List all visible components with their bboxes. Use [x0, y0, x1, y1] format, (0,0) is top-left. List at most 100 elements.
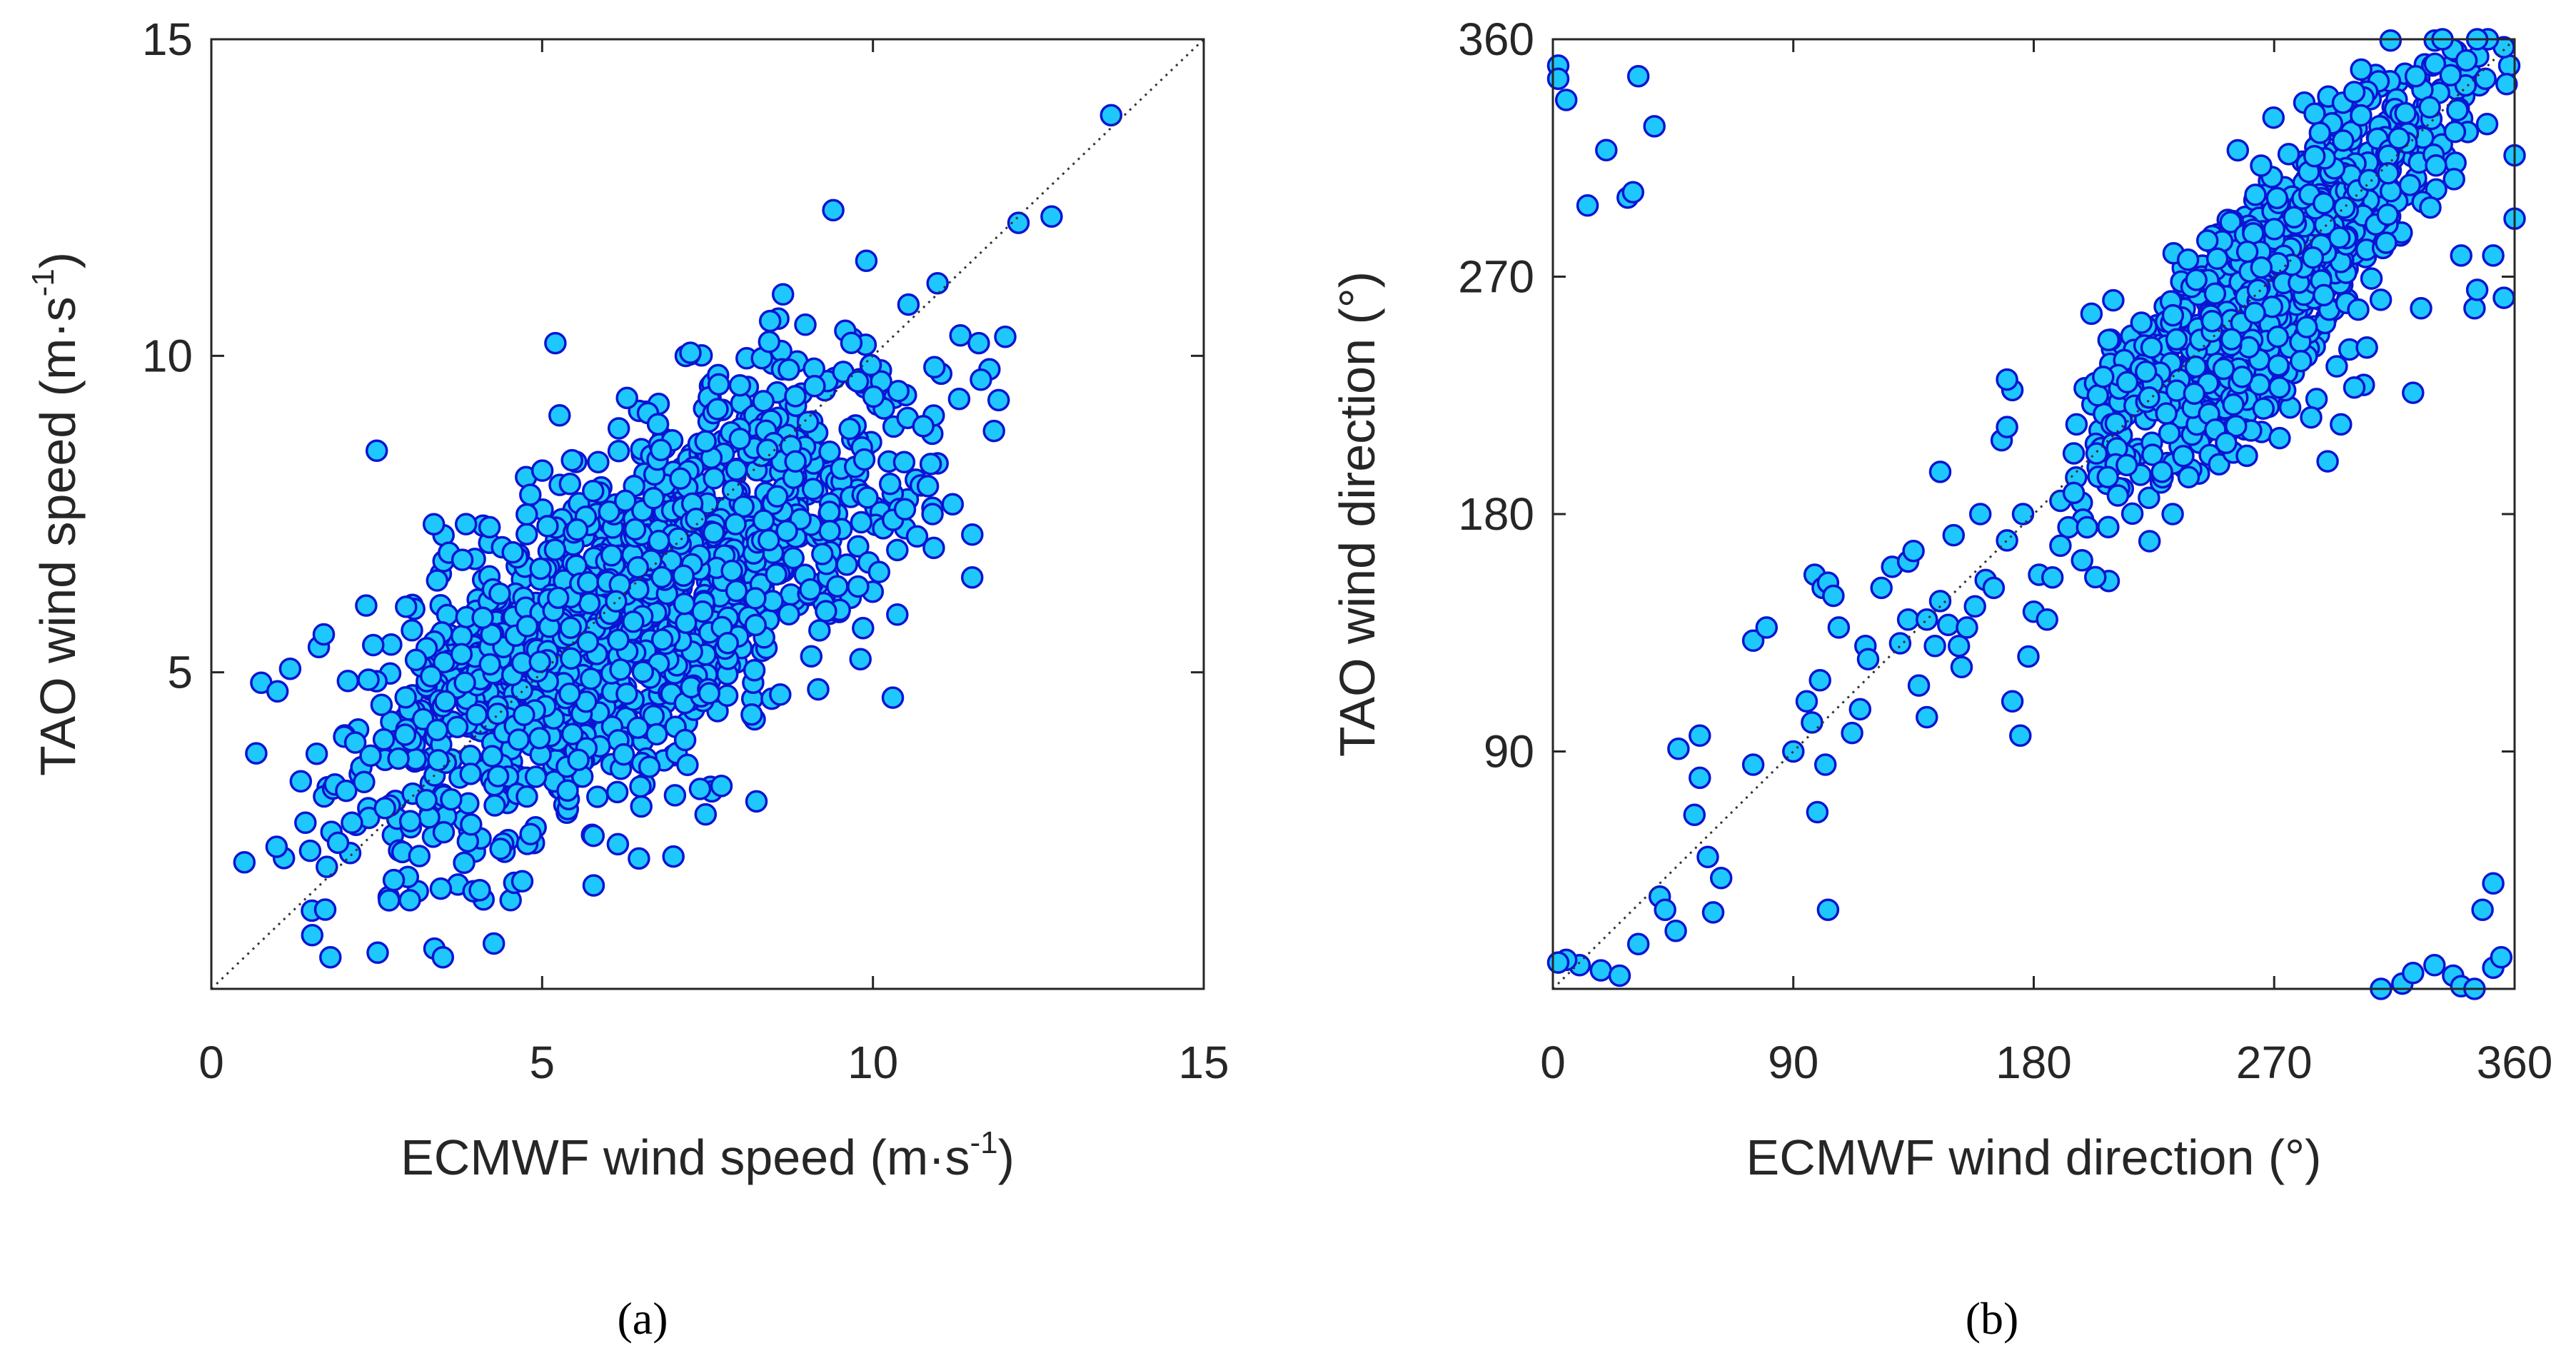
data-point	[631, 660, 655, 683]
data-point	[2268, 376, 2291, 399]
data-point	[558, 682, 581, 705]
data-point	[2222, 393, 2245, 416]
data-point	[715, 684, 739, 707]
data-point	[454, 513, 478, 535]
data-point	[1664, 919, 1687, 942]
data-point	[2369, 288, 2393, 311]
data-point	[2265, 186, 2289, 210]
data-point	[507, 728, 530, 751]
data-point	[510, 870, 534, 893]
panel-a-reference-line	[210, 38, 1205, 990]
data-point	[2375, 231, 2398, 254]
x-tick-label: 15	[1178, 1037, 1229, 1088]
data-point	[2242, 222, 2265, 245]
panel-a-label: (a)	[617, 1293, 668, 1344]
data-point	[778, 603, 800, 625]
data-point	[1937, 613, 1960, 636]
data-point	[703, 467, 725, 490]
data-point	[752, 509, 775, 532]
data-point	[565, 518, 589, 541]
data-point	[2289, 349, 2313, 373]
data-point	[987, 388, 1010, 412]
data-point	[1589, 959, 1613, 982]
data-point	[289, 770, 313, 793]
data-point	[2343, 81, 2366, 104]
data-point	[2219, 211, 2242, 233]
data-point	[1040, 205, 1063, 228]
data-point	[343, 731, 367, 754]
data-point	[740, 703, 763, 726]
data-point	[431, 945, 455, 969]
data-point	[2262, 106, 2285, 129]
data-point	[897, 293, 920, 316]
data-point	[2057, 515, 2080, 539]
data-point	[528, 727, 551, 750]
data-point	[2226, 139, 2250, 162]
data-point	[1848, 698, 1872, 721]
data-point	[2418, 96, 2441, 119]
data-point	[429, 877, 453, 900]
data-point	[481, 745, 504, 768]
data-point	[2177, 466, 2200, 489]
data-point	[2150, 461, 2173, 483]
data-point	[558, 473, 582, 496]
panel-b-ticks: 0 90 180 270 360 90 180 270 360	[1458, 14, 2552, 1088]
data-point	[2268, 426, 2291, 450]
data-point	[698, 682, 721, 705]
data-point	[615, 682, 638, 705]
data-point	[2071, 549, 2093, 572]
data-point	[893, 498, 917, 521]
data-point	[627, 578, 650, 601]
panel-b-frame	[1551, 38, 2516, 990]
data-point	[528, 650, 551, 673]
data-point	[2049, 534, 2072, 558]
data-point	[372, 728, 396, 751]
data-point	[803, 374, 826, 398]
data-point	[808, 619, 831, 642]
data-point	[720, 559, 743, 583]
y-tick-label: 15	[142, 14, 193, 65]
data-point	[2263, 218, 2286, 241]
data-point	[1667, 738, 1690, 760]
data-point	[398, 810, 422, 833]
data-point	[1709, 867, 1733, 890]
data-point	[378, 889, 401, 912]
data-point	[1827, 616, 1851, 639]
data-point	[478, 653, 501, 676]
data-point	[1554, 89, 1578, 111]
data-point	[1701, 901, 1725, 924]
data-point	[1947, 634, 1971, 658]
panel-a-x-axis-label: ECMWF wind speed (m·s-1)	[401, 1125, 1015, 1185]
data-point	[725, 458, 748, 481]
data-point	[1576, 194, 1599, 217]
data-point	[1841, 721, 1863, 745]
data-point	[2305, 388, 2328, 411]
data-point	[796, 411, 820, 433]
data-point	[2394, 101, 2417, 125]
data-point	[1950, 655, 1973, 679]
data-point	[649, 438, 673, 462]
data-point	[2465, 278, 2489, 301]
data-point	[2410, 297, 2432, 320]
data-point	[2450, 244, 2472, 267]
data-point	[912, 415, 935, 438]
data-point	[2183, 382, 2206, 405]
data-point	[2267, 353, 2290, 377]
data-point	[1996, 529, 2018, 552]
data-point	[567, 748, 590, 771]
data-point	[2092, 366, 2115, 388]
data-point	[2347, 298, 2370, 321]
data-point	[359, 744, 382, 768]
data-point	[892, 451, 916, 474]
data-point	[312, 623, 336, 646]
data-point	[2084, 565, 2107, 589]
data-point	[728, 427, 752, 451]
data-point	[1683, 803, 1706, 826]
data-point	[2398, 173, 2422, 196]
data-point	[2492, 286, 2515, 309]
data-point	[355, 594, 378, 617]
data-point	[1643, 115, 1666, 138]
data-point	[2235, 444, 2258, 468]
data-point	[426, 569, 449, 592]
data-point	[582, 824, 605, 848]
